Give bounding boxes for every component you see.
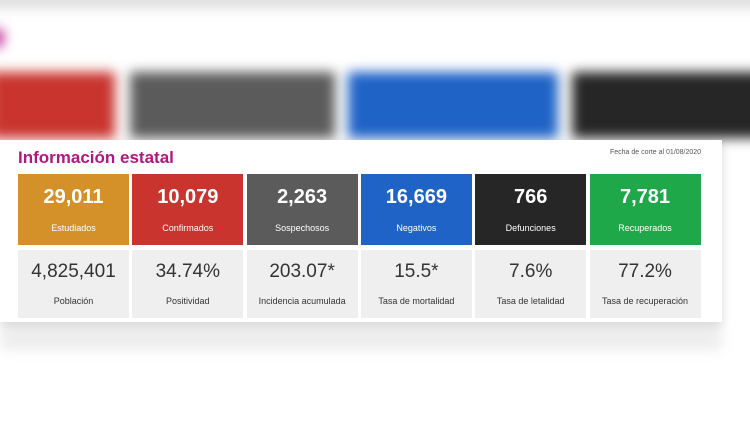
card-value: 29,011	[43, 186, 104, 208]
blurred-bar	[0, 0, 750, 8]
rate-label: Tasa de mortalidad	[378, 296, 455, 306]
card-value: 10,079	[157, 186, 219, 208]
rate-card: 15.5* Tasa de mortalidad	[360, 250, 472, 318]
rate-card: 77.2% Tasa de recuperación	[589, 250, 701, 318]
blurred-card	[130, 72, 335, 138]
rate-label: Tasa de letalidad	[496, 296, 565, 306]
card-label: Sospechosos	[275, 223, 330, 233]
card-label: Confirmados	[162, 223, 214, 233]
card-value: 16,669	[385, 186, 447, 208]
date: Fecha de corte al 01/08/2020	[610, 149, 702, 156]
card-value: 2,263	[277, 186, 328, 208]
rate-value: 7.6%	[509, 261, 553, 282]
card-label: Recuperados	[618, 223, 672, 233]
stat-card: 766 Defunciones	[475, 174, 587, 245]
card-label: Estudiados	[51, 223, 96, 233]
rate-value: 34.74%	[155, 261, 221, 282]
panel: Información estatal Fecha de corte al 01…	[0, 140, 722, 322]
card-label: Defunciones	[505, 223, 556, 233]
rate-label: Positividad	[166, 296, 210, 306]
card-value: 7,781	[619, 186, 671, 208]
rate-label: Población	[53, 296, 94, 306]
card-value: 766	[514, 186, 548, 208]
rate-card: 203.07* Incidencia acumulada	[246, 250, 358, 318]
stat-card: 10,079 Confirmados	[132, 174, 244, 245]
rate-value: 15.5*	[394, 261, 439, 282]
title: Información estatal	[18, 148, 174, 167]
rate-card: 7.6% Tasa de letalidad	[475, 250, 587, 318]
card-label: Negativos	[396, 223, 437, 233]
stat-card: 7,781 Recuperados	[589, 174, 701, 245]
blurred-shadow	[0, 326, 722, 350]
blurred-card	[348, 72, 558, 138]
rate-value: 203.07*	[269, 261, 335, 282]
stat-card: 29,011 Estudiados	[18, 174, 129, 245]
blurred-card	[572, 72, 750, 138]
stat-card: 2,263 Sospechosos	[246, 174, 358, 245]
blurred-icon	[0, 28, 4, 48]
rate-label: Tasa de recuperación	[601, 296, 689, 306]
rate-card: 34.74% Positividad	[132, 250, 244, 318]
stat-card: 16,669 Negativos	[360, 174, 472, 245]
blurred-card	[0, 72, 115, 138]
rate-value: 4,825,401	[31, 261, 116, 282]
rate-value: 77.2%	[618, 261, 672, 282]
rate-card: 4,825,401 Población	[18, 250, 129, 318]
rate-label: Incidencia acumulada	[258, 296, 346, 306]
